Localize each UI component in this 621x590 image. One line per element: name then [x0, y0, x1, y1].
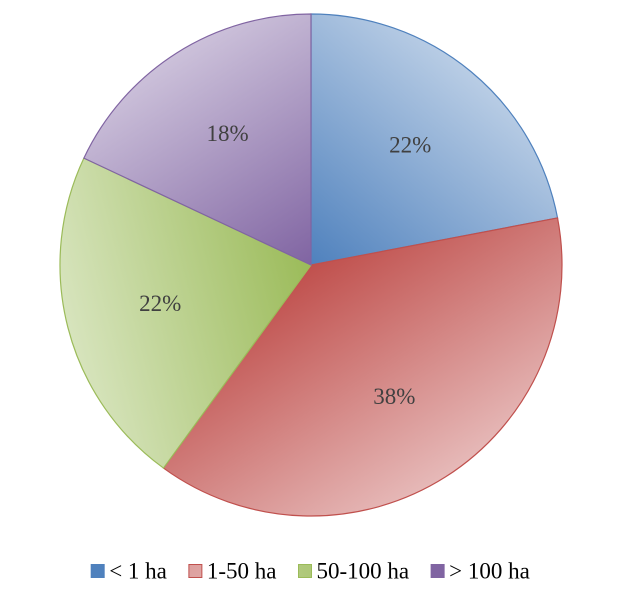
pie-slices	[59, 13, 563, 517]
legend-label-100-ha: > 100 ha	[449, 559, 530, 584]
legend-item-1-50-ha: 1-50 ha	[188, 559, 277, 584]
legend-item-1-ha: < 1 ha	[90, 559, 167, 584]
legend-swatch-50-100-ha	[298, 564, 312, 578]
legend-swatch-1-50-ha	[188, 564, 203, 578]
chart-legend: < 1 ha 1-50 ha 50-100 ha > 100 ha	[90, 559, 530, 584]
data-label-50-100-ha: 22%	[139, 291, 181, 316]
legend-item-50-100-ha: 50-100 ha	[298, 559, 410, 584]
pie-data-labels: 22% 38% 22% 18%	[139, 121, 431, 409]
legend-item-100-ha: > 100 ha	[430, 559, 530, 584]
pie-slice-1-50-ha	[162, 217, 563, 517]
legend-label-50-100-ha: 50-100 ha	[317, 559, 410, 584]
data-label-100-ha: 18%	[207, 121, 249, 146]
pie-slice-100-ha	[83, 13, 312, 266]
data-label-1-50-ha: 38%	[373, 384, 415, 409]
data-label-1-ha: 22%	[389, 133, 431, 158]
legend-label-1-50-ha: 1-50 ha	[207, 559, 277, 584]
pie-slice-1-ha	[310, 13, 559, 266]
legend-swatch-1-ha	[90, 564, 105, 578]
legend-label-1-ha: < 1 ha	[109, 559, 167, 584]
legend-swatch-100-ha	[430, 564, 445, 578]
